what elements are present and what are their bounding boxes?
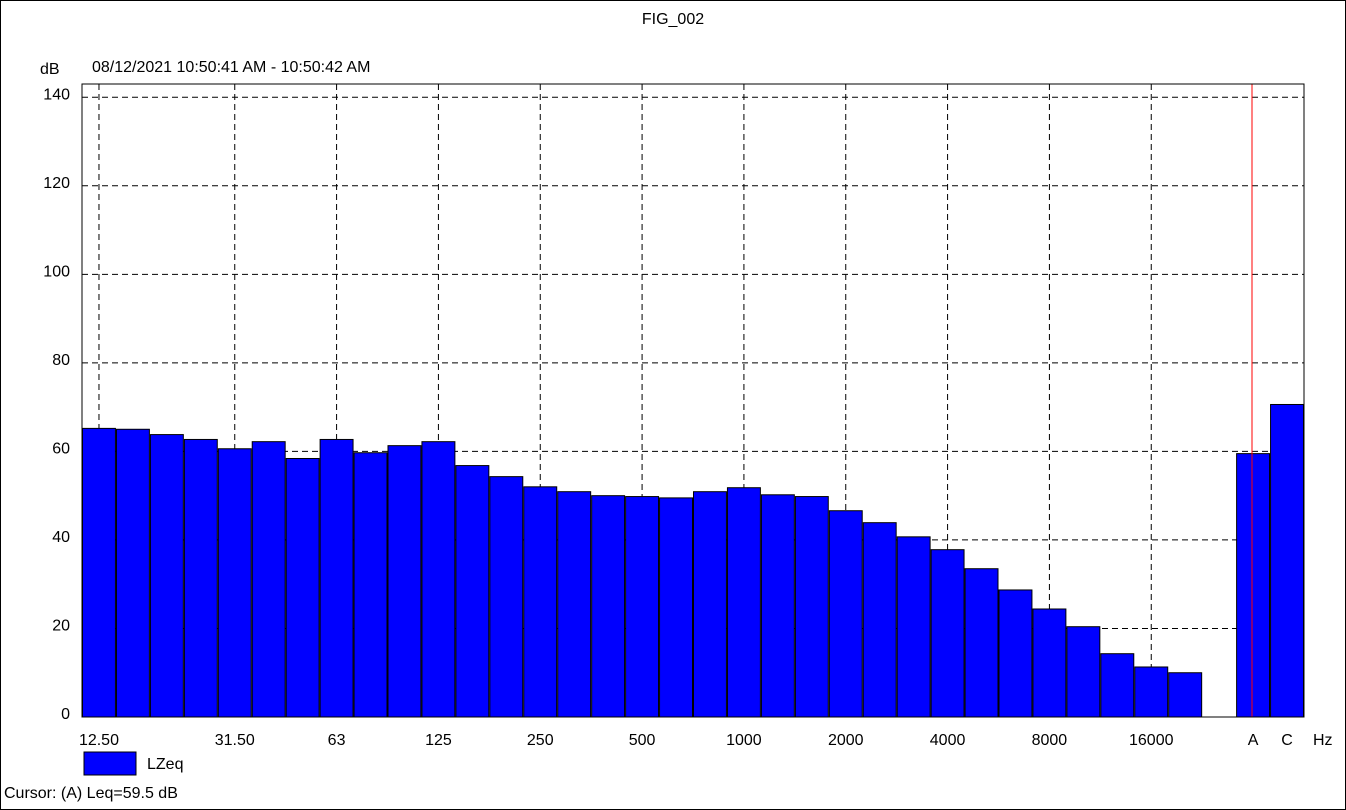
bar bbox=[115, 428, 150, 718]
bar bbox=[489, 476, 524, 718]
bar bbox=[251, 441, 286, 718]
chart-title: FIG_002 bbox=[642, 11, 704, 28]
bar bbox=[1066, 626, 1101, 718]
bar bbox=[455, 465, 490, 718]
x-tick-label: A bbox=[1248, 732, 1259, 749]
bar bbox=[319, 438, 354, 718]
bar bbox=[387, 445, 422, 718]
x-tick-label: 31.50 bbox=[215, 732, 255, 749]
y-tick-label: 140 bbox=[43, 86, 70, 103]
bar bbox=[1168, 672, 1203, 718]
bar bbox=[149, 434, 184, 718]
bar bbox=[760, 494, 795, 718]
bar bbox=[930, 549, 965, 718]
bar bbox=[659, 497, 693, 718]
y-tick-label: 80 bbox=[52, 352, 70, 369]
bar bbox=[862, 522, 897, 718]
x-tick-label: 8000 bbox=[1032, 732, 1068, 749]
bar bbox=[1236, 453, 1271, 718]
x-tick-label: 16000 bbox=[1129, 732, 1174, 749]
bar bbox=[625, 496, 660, 718]
bars bbox=[82, 403, 1304, 718]
bar bbox=[353, 452, 388, 718]
x-tick-label: 1000 bbox=[726, 732, 762, 749]
x-tick-label: 63 bbox=[328, 732, 346, 749]
legend-swatch bbox=[83, 751, 137, 776]
x-axis-label: Hz bbox=[1313, 732, 1333, 749]
bar bbox=[82, 427, 116, 718]
y-tick-label: 60 bbox=[52, 441, 70, 458]
bar bbox=[421, 441, 456, 718]
bar bbox=[693, 491, 727, 718]
y-tick-label: 100 bbox=[43, 264, 70, 281]
x-tick-label: 250 bbox=[527, 732, 554, 749]
x-tick-label: 2000 bbox=[828, 732, 864, 749]
x-tick-label: 4000 bbox=[930, 732, 966, 749]
bar bbox=[794, 496, 829, 718]
bar bbox=[183, 438, 218, 718]
x-tick-label: 500 bbox=[629, 732, 656, 749]
y-tick-label: 40 bbox=[52, 529, 70, 546]
bar bbox=[591, 495, 626, 718]
bar bbox=[523, 486, 558, 718]
bar bbox=[285, 457, 320, 718]
y-tick-label: 120 bbox=[43, 175, 70, 192]
bar bbox=[217, 448, 252, 718]
subtitle: 08/12/2021 10:50:41 AM - 10:50:42 AM bbox=[92, 59, 370, 76]
bar bbox=[828, 510, 863, 718]
footer: Cursor: (A) Leq=59.5 dB bbox=[4, 785, 178, 802]
bar bbox=[1032, 608, 1067, 718]
y-axis-label: dB bbox=[40, 61, 60, 78]
legend-label: LZeq bbox=[147, 756, 183, 773]
bar bbox=[557, 491, 592, 718]
bar bbox=[1270, 403, 1304, 718]
y-tick-label: 20 bbox=[52, 618, 70, 635]
x-tick-label: 12.50 bbox=[79, 732, 119, 749]
bar bbox=[964, 568, 999, 718]
bar bbox=[726, 487, 761, 718]
bar bbox=[1100, 653, 1135, 718]
x-tick-label: C bbox=[1281, 732, 1293, 749]
y-tick-label: 0 bbox=[61, 706, 70, 723]
x-tick-label: 125 bbox=[425, 732, 452, 749]
bar bbox=[896, 536, 931, 718]
plot-frame bbox=[81, 83, 1305, 718]
bar bbox=[1134, 666, 1169, 718]
bar bbox=[998, 589, 1033, 718]
